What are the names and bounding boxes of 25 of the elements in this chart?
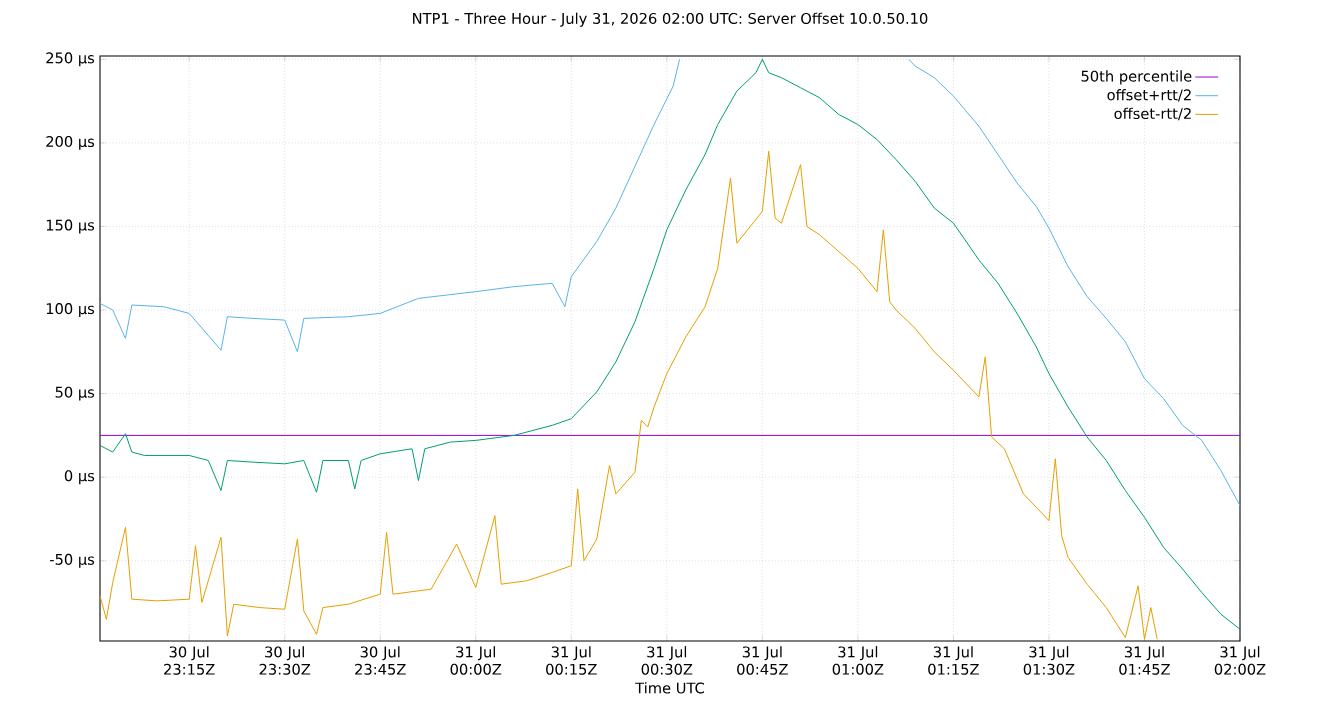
x-tick-label: 31 Jul 01:45Z — [1119, 646, 1170, 675]
legend-label: offset-rtt/2 — [1114, 107, 1191, 121]
y-tick-label: 200 µs — [46, 135, 95, 150]
x-tick-label: 31 Jul 00:15Z — [546, 646, 597, 675]
chart-title: NTP1 - Three Hour - July 31, 2026 02:00 UTC: Server Offset 10.0.50.10 — [413, 12, 928, 27]
y-tick-label: 0 µs — [64, 470, 95, 485]
y-tick-label: 150 µs — [46, 219, 95, 234]
x-tick-label: 31 Jul 01:00Z — [832, 646, 884, 675]
x-tick-label: 31 Jul 00:30Z — [641, 646, 693, 675]
line-series — [100, 150, 1158, 640]
x-tick-label: 31 Jul 01:30Z — [1023, 646, 1075, 675]
x-tick-label: 31 Jul 00:00Z — [450, 646, 502, 675]
x-tick-label: 31 Jul 00:45Z — [737, 646, 788, 675]
y-tick-label: 50 µs — [55, 386, 95, 401]
x-tick-label: 30 Jul 23:30Z — [259, 646, 311, 675]
legend-label: 50th percentile — [1081, 70, 1192, 85]
x-tick-label: 30 Jul 23:45Z — [355, 646, 406, 675]
x-axis-title: Time UTC — [635, 682, 705, 694]
x-tick-label: 31 Jul 02:00Z — [1214, 646, 1266, 675]
x-tick-label: 31 Jul 01:15Z — [928, 646, 979, 675]
legend-label: offset+rtt/2 — [1107, 89, 1191, 102]
x-tick-label: 30 Jul 23:15Z — [164, 646, 215, 675]
y-tick-label: -50 µs — [49, 553, 95, 568]
y-tick-label: 100 µs — [46, 303, 95, 318]
y-tick-label: 250 µs — [46, 52, 95, 67]
